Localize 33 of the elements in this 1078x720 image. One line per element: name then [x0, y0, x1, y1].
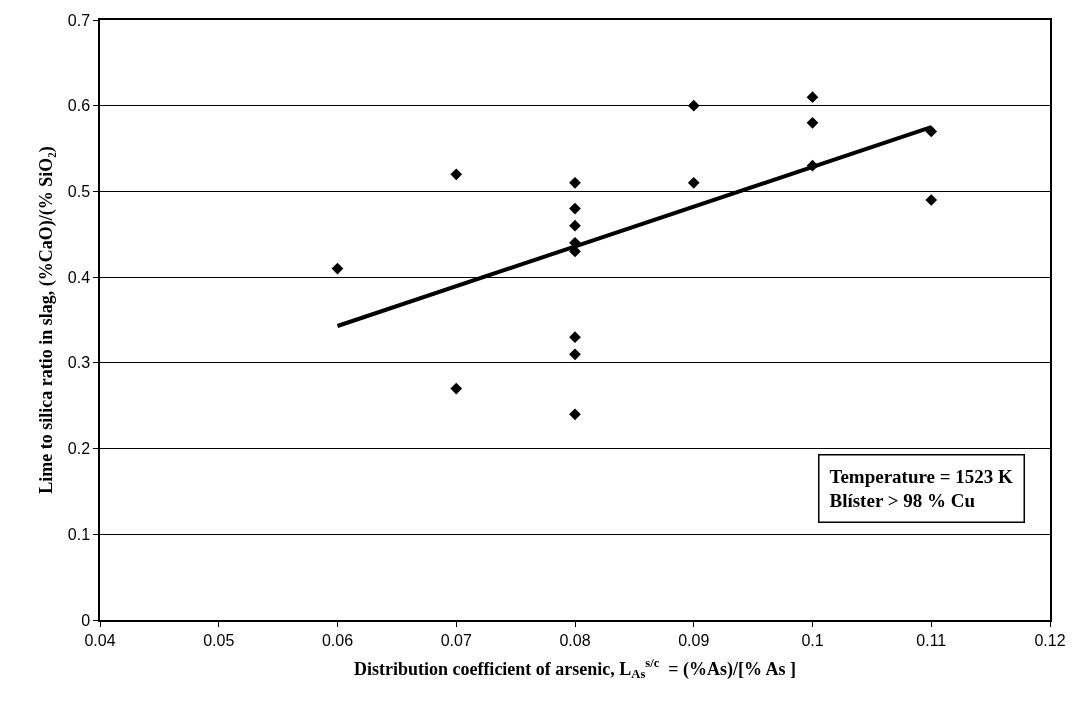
- point: [569, 408, 581, 421]
- point: [806, 117, 819, 129]
- x-tick-label: 0.09: [678, 631, 710, 649]
- y-tick-label: 0.4: [67, 268, 91, 286]
- x-tick-label: 0.08: [559, 631, 591, 649]
- y-tick-label: 0.1: [67, 525, 91, 543]
- point: [687, 177, 700, 189]
- x-tick-label: 0.1: [801, 631, 824, 649]
- annotation: Temperature = 1523 K Blíster > 98 % Cu: [829, 465, 1014, 512]
- y-tick-label: 0.5: [67, 183, 91, 201]
- point: [806, 91, 819, 103]
- x-tick-label: 0.05: [203, 631, 235, 649]
- x-tick-label: 0.11: [916, 631, 947, 649]
- x-tick-label: 0.12: [1034, 631, 1066, 649]
- y-tick-label: 0.2: [67, 440, 91, 458]
- y-tick-label: 0.3: [67, 354, 91, 372]
- point: [925, 194, 938, 206]
- x-tick-label: 0.07: [440, 631, 472, 649]
- y-tick-label: 0.7: [67, 11, 91, 29]
- point: [331, 262, 344, 275]
- point: [450, 168, 463, 181]
- y-tick-label: 0.6: [67, 97, 91, 115]
- point: [569, 348, 581, 361]
- point: [569, 219, 581, 232]
- x-axis-title: Distribution coefficient of arsenic, L$_{As}$$^{s/c}$ = (%As)/[% As ]: [353, 655, 797, 682]
- x-tick-label: 0.04: [84, 631, 116, 649]
- y-axis-title: Lime to silica ratio in slag, (%CaO)/(% SiO₂): [36, 146, 58, 494]
- point: [925, 125, 938, 138]
- x-tick-label: 0.06: [321, 631, 354, 649]
- point: [569, 202, 581, 215]
- y-tick-label: 0: [81, 611, 91, 629]
- point: [450, 382, 463, 395]
- point: [687, 99, 700, 112]
